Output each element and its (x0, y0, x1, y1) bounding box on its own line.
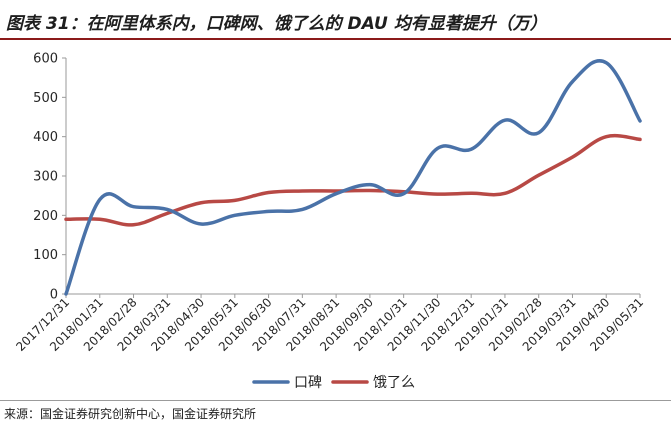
title-divider (0, 38, 671, 40)
line-chart: 01002003004005006002017/12/312018/01/312… (13, 52, 646, 392)
y-tick-label: 0 (50, 288, 58, 303)
footer-divider (0, 400, 671, 401)
source-note: 来源：国金证券研究创新中心，国金证券研究所 (4, 407, 257, 421)
chart-title: 图表 31：在阿里体系内，口碑网、饿了么的 DAU 均有显著提升（万） (6, 14, 547, 34)
y-tick-label: 600 (33, 52, 58, 67)
series-line-1 (64, 133, 642, 227)
legend-label-0: 口碑 (294, 375, 322, 391)
y-tick-label: 500 (33, 91, 58, 106)
y-tick-label: 100 (33, 248, 58, 263)
y-tick-label: 200 (33, 209, 58, 224)
legend-label-1: 饿了么 (373, 375, 415, 391)
y-tick-label: 400 (33, 130, 58, 145)
series-line-0 (64, 59, 642, 296)
title-bar: 图表 31：在阿里体系内，口碑网、饿了么的 DAU 均有显著提升（万） (0, 0, 671, 40)
y-tick-label: 300 (33, 170, 58, 185)
